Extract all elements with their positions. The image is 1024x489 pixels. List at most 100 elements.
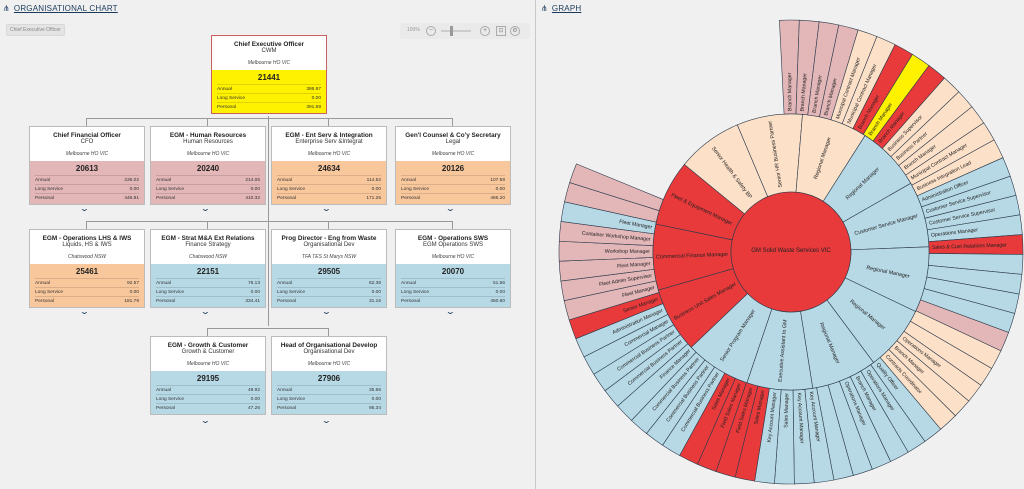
card-stat-row: Long Service 0.00	[156, 287, 260, 296]
org-card[interactable]: EGM - Ent Serv & Integration Enterprise S…	[271, 126, 387, 205]
stat-value: 107.59	[490, 177, 505, 183]
stat-label: Personal	[277, 195, 296, 201]
card-subtitle: Organisational Dev	[303, 349, 355, 355]
stat-label: Annual	[156, 280, 171, 286]
org-card[interactable]: EGM - Growth & Customer Growth & Customer…	[150, 336, 266, 415]
org-card[interactable]: EGM - Operations LHS & IWS Liquids, HS & …	[29, 229, 145, 308]
stat-value: 76.13	[247, 280, 260, 286]
card-stat-row: Long Service 0.00	[277, 287, 381, 296]
hierarchy-icon: ⋔	[541, 4, 548, 13]
card-stat-row: Long Service 0.00	[156, 394, 260, 403]
card-title: EGM - Operations LHS & IWS	[42, 235, 132, 242]
stat-value: 0.00	[495, 289, 505, 295]
sunburst-inner-label: Commercial Finance Manager	[656, 252, 729, 261]
connector-line	[86, 118, 453, 119]
org-card[interactable]: Prog Director - Eng from Waste Organisati…	[271, 229, 387, 308]
org-card[interactable]: EGM - Human Resources Human Resources Melb…	[150, 126, 266, 205]
card-stat-row: Annual 236.02	[35, 175, 139, 184]
zoom-in-button[interactable]: +	[480, 26, 490, 36]
card-subtitle: Human Resources	[183, 139, 233, 145]
card-stat-row: Personal 334.41	[156, 296, 260, 305]
card-title: Head of Organisational Develop	[280, 342, 378, 349]
card-stat-row: Long Service 0.00	[35, 287, 139, 296]
settings-icon[interactable]: ⚙	[510, 26, 520, 36]
card-stat-row: Annual 386.97	[217, 84, 321, 93]
card-location: Melbourne HO VIC	[431, 151, 475, 157]
sunburst-outer-label: Fleet Manager	[619, 219, 653, 231]
expand-chevron-icon[interactable]: ⌄	[78, 204, 90, 213]
zoom-slider-track[interactable]	[441, 30, 471, 32]
expand-chevron-icon[interactable]: ⌄	[444, 204, 456, 213]
org-card[interactable]: Chief Executive Officer CWM Melbourne HO V…	[211, 35, 327, 114]
sunburst-chart[interactable]: Branch Manager Branch Manager Branch Manag…	[538, 0, 1024, 489]
stat-value: 181.79	[124, 298, 139, 304]
org-card[interactable]: EGM - Strat M&A Ext Relations Finance Str…	[150, 229, 266, 308]
expand-chevron-icon[interactable]: ⌄	[320, 307, 332, 316]
sunburst-center[interactable]	[730, 191, 852, 313]
card-stat-row: Annual 114.52	[277, 175, 381, 184]
org-chart-panel: ⋔ ORGANISATIONAL CHART Chief Executive Of…	[3, 0, 536, 489]
sunburst-outer-label: Branch Manager	[799, 73, 808, 112]
card-stat-row: Personal 391.69	[217, 102, 321, 111]
hierarchy-icon: ⋔	[3, 4, 10, 13]
expand-chevron-icon[interactable]: ⌄	[199, 204, 211, 213]
stat-label: Annual	[277, 387, 292, 393]
card-stats: 21441 Annual 386.97 Long Service 0.00 Persona…	[212, 70, 326, 113]
card-stat-row: Personal 181.79	[35, 296, 139, 305]
fit-screen-icon[interactable]: ⊡	[496, 26, 506, 36]
card-stat-row: Personal 446.81	[35, 193, 139, 202]
org-card[interactable]: Head of Organisational Develop Organisati…	[271, 336, 387, 415]
card-stat-row: Personal 171.26	[277, 193, 381, 202]
card-subtitle: Growth & Customer	[181, 349, 235, 355]
expand-chevron-icon[interactable]: ⌄	[320, 204, 332, 213]
stat-value: 0.00	[250, 186, 260, 192]
card-employee-number: 21441	[257, 73, 281, 82]
card-stat-row: Annual 62.36	[277, 278, 381, 287]
stat-label: Long Service	[35, 289, 63, 295]
expand-chevron-icon[interactable]: ⌄	[199, 307, 211, 316]
card-stat-row: Annual 107.59	[401, 175, 505, 184]
card-stat-row: Personal 47.26	[156, 403, 260, 412]
card-stat-row: Long Service 0.00	[217, 93, 321, 102]
breadcrumb[interactable]: Chief Executive Officer	[6, 24, 65, 36]
card-subtitle: CWM	[261, 48, 277, 54]
sunburst-outer-label: Key Account Manager	[767, 392, 779, 443]
card-title: EGM - Strat M&A Ext Relations	[161, 235, 255, 242]
card-location: Melbourne HO VIC	[247, 60, 291, 66]
zoom-out-button[interactable]: −	[426, 26, 436, 36]
card-stats: 25461 Annual 92.57 Long Service 0.00 Personal…	[30, 264, 144, 307]
expand-chevron-icon[interactable]: ⌄	[199, 416, 211, 425]
graph-title: ⋔ GRAPH	[541, 4, 581, 13]
card-stat-row: Annual 49.92	[156, 385, 260, 394]
expand-chevron-icon[interactable]: ⌄	[444, 307, 456, 316]
card-stat-row: Long Service 0.00	[401, 287, 505, 296]
stat-value: 92.57	[126, 280, 139, 286]
stat-value: 35.66	[368, 387, 381, 393]
org-card[interactable]: EGM - Operations SWS EGM Operations SWS Me…	[395, 229, 511, 308]
card-stat-row: Personal 31.16	[277, 296, 381, 305]
card-subtitle: Enterprise Serv &Integrat	[295, 139, 363, 145]
card-location: Chatswood NSW	[188, 254, 228, 260]
connector-line	[328, 328, 329, 336]
card-stats: 20613 Annual 236.02 Long Service 0.00 Persona…	[30, 161, 144, 204]
card-employee-number: 29505	[317, 267, 341, 276]
card-employee-number: 20126	[441, 164, 465, 173]
card-stats: 22151 Annual 76.13 Long Service 0.00 Personal…	[151, 264, 265, 307]
stat-label: Annual	[401, 280, 416, 286]
zoom-toolbar: 100% − + ⊡ ⚙	[400, 23, 530, 39]
expand-chevron-icon[interactable]: ⌄	[320, 416, 332, 425]
card-location: Melbourne HO VIC	[186, 361, 230, 367]
zoom-slider-handle[interactable]	[450, 26, 453, 36]
org-card[interactable]: Gen'l Counsel & Co'y Secretary Legal Melbo…	[395, 126, 511, 205]
card-stats: 29195 Annual 49.92 Long Service 0.00 Personal…	[151, 371, 265, 414]
sunburst-outer-label: Key Account Manager	[796, 393, 805, 444]
expand-chevron-icon[interactable]: ⌄	[78, 307, 90, 316]
stat-label: Long Service	[277, 186, 305, 192]
org-card[interactable]: Chief Financial Officer CFO Melbourne HO V…	[29, 126, 145, 205]
stat-value: 95.34	[368, 405, 381, 411]
stat-label: Personal	[277, 405, 296, 411]
stat-value: 0.00	[311, 95, 321, 101]
stat-label: Long Service	[156, 289, 184, 295]
stat-label: Personal	[401, 298, 420, 304]
stat-label: Long Service	[401, 289, 429, 295]
